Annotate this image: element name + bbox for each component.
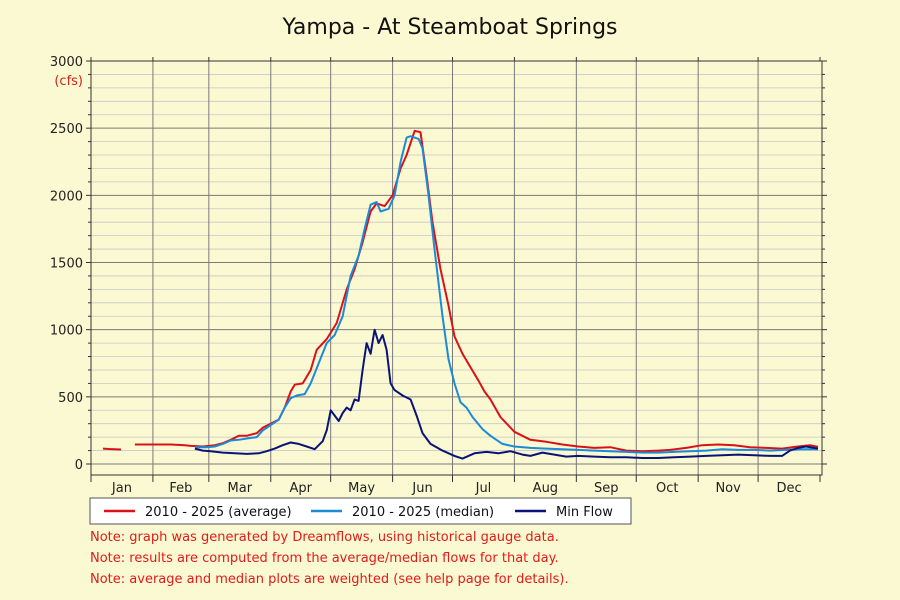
chart-title: Yampa - At Steamboat Springs (282, 15, 618, 40)
notes: Note: graph was generated by Dreamflows,… (90, 527, 569, 590)
y-tick-label: 2000 (50, 189, 83, 204)
note-line: Note: graph was generated by Dreamflows,… (90, 530, 559, 545)
series-lines (102, 129, 819, 460)
y-tick-label: 2500 (50, 122, 83, 137)
x-tick-label: Jan (111, 481, 132, 496)
series-0 (102, 129, 819, 453)
legend-label-min-flow: Min Flow (556, 505, 613, 520)
series-line (102, 447, 122, 451)
y-tick-label: 1000 (50, 324, 83, 339)
x-tick-label: Jun (411, 481, 432, 496)
series-line (194, 328, 819, 460)
x-tick-label: Jul (475, 481, 492, 496)
y-tick-label: 500 (58, 391, 83, 406)
y-axis-unit-label: (cfs) (54, 74, 83, 89)
series-1 (194, 135, 818, 454)
legend: 2010 - 2025 (average) 2010 - 2025 (media… (89, 497, 632, 525)
x-tick-label: Nov (715, 481, 741, 496)
series-line (194, 135, 818, 454)
x-tick-label: May (348, 481, 375, 496)
series-2 (194, 328, 819, 460)
grid (91, 60, 822, 475)
series-line (134, 129, 819, 453)
legend-label-average: 2010 - 2025 (average) (145, 505, 292, 520)
x-tick-label: Aug (533, 481, 558, 496)
plot-frame (90, 60, 823, 476)
note-line: Note: average and median plots are weigh… (90, 572, 569, 587)
x-tick-label: Apr (289, 481, 312, 496)
x-tick-label: Sep (594, 481, 619, 496)
x-tick-label: Dec (776, 481, 801, 496)
x-tick-label: Oct (656, 481, 678, 496)
x-tick-label: Feb (169, 481, 192, 496)
y-tick-label: 0 (75, 458, 83, 473)
y-tick-label: 3000 (50, 55, 83, 70)
axes: 0 500 1000 1500 2000 2500 3000 Jan Feb Mar Apr May J… (50, 55, 827, 496)
legend-label-median: 2010 - 2025 (median) (352, 505, 494, 520)
x-tick-label: Mar (228, 481, 253, 496)
y-tick-label: 1500 (50, 257, 83, 272)
note-line: Note: results are computed from the aver… (90, 551, 559, 566)
